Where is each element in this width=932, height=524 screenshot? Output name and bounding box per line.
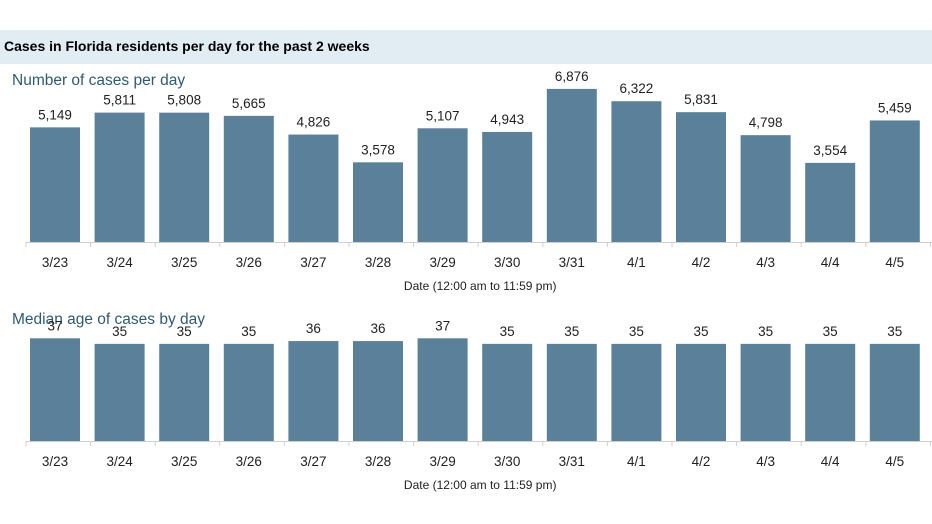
bar — [869, 120, 920, 242]
bar — [223, 115, 274, 242]
x-tick-label: 4/5 — [885, 454, 904, 469]
x-tick-label: 4/3 — [756, 454, 775, 469]
x-tick-label: 3/23 — [42, 454, 68, 469]
bar — [482, 131, 533, 242]
x-tick-label: 3/29 — [429, 255, 455, 270]
x-axis-title: Date (12:00 am to 11:59 pm) — [404, 279, 557, 293]
x-tick-label: 3/27 — [300, 255, 326, 270]
data-label: 5,831 — [684, 92, 718, 107]
x-tick-label: 4/3 — [756, 255, 775, 270]
data-label: 35 — [823, 324, 838, 339]
cases-per-day-chart: 5,149 3/23 5,811 3/24 5,808 3/25 5,665 3/26 4,82… — [25, 69, 932, 293]
data-label: 35 — [693, 324, 708, 339]
data-label: 5,808 — [167, 93, 201, 108]
bar — [30, 127, 80, 242]
x-tick-label: 3/30 — [494, 255, 520, 270]
x-tick-label: 3/23 — [42, 255, 68, 270]
bar — [159, 112, 210, 242]
data-label: 6,322 — [620, 81, 654, 96]
bar — [353, 341, 403, 441]
bar — [611, 343, 662, 441]
chart-1-title: Number of cases per day — [12, 72, 186, 89]
x-tick-label: 4/1 — [627, 454, 646, 469]
chart-2-title: Median age of cases by day — [12, 311, 206, 328]
x-tick-label: 3/26 — [236, 255, 262, 270]
bar — [805, 343, 856, 441]
bar — [546, 343, 597, 441]
bar — [869, 343, 920, 441]
bar — [482, 343, 533, 441]
data-label: 3,578 — [361, 142, 395, 157]
x-tick-label: 4/4 — [821, 454, 840, 469]
bar — [30, 338, 80, 441]
bar — [676, 112, 726, 243]
x-tick-label: 4/5 — [885, 255, 904, 270]
bar — [288, 341, 339, 441]
data-label: 6,876 — [555, 69, 589, 84]
data-label: 5,459 — [878, 100, 912, 115]
bar — [353, 162, 403, 242]
data-label: 37 — [47, 318, 62, 333]
data-label: 3,554 — [813, 143, 847, 158]
bar — [417, 128, 468, 242]
data-label: 5,665 — [232, 96, 266, 111]
x-axis-title: Date (12:00 am to 11:59 pm) — [404, 478, 557, 492]
data-label: 35 — [758, 324, 773, 339]
page-title: Cases in Florida residents per day for t… — [4, 38, 370, 54]
x-tick-label: 3/28 — [365, 255, 391, 270]
bar — [611, 101, 662, 242]
data-label: 5,149 — [38, 107, 72, 122]
x-tick-label: 3/31 — [559, 454, 585, 469]
x-tick-label: 3/28 — [365, 454, 391, 469]
x-tick-label: 4/4 — [821, 255, 840, 270]
x-tick-label: 4/2 — [692, 255, 711, 270]
bar — [417, 338, 468, 441]
data-label: 35 — [500, 324, 515, 339]
x-tick-label: 3/25 — [171, 255, 197, 270]
data-label: 4,826 — [297, 115, 331, 130]
bar — [805, 162, 856, 242]
bar — [740, 343, 791, 441]
data-label: 35 — [629, 324, 644, 339]
bar — [94, 343, 145, 441]
bar — [288, 134, 339, 242]
data-label: 35 — [564, 324, 579, 339]
data-label: 35 — [112, 324, 127, 339]
data-label: 36 — [306, 321, 321, 336]
data-label: 35 — [241, 324, 256, 339]
x-tick-label: 3/26 — [236, 454, 262, 469]
x-tick-label: 3/24 — [106, 255, 133, 270]
x-tick-label: 4/1 — [627, 255, 646, 270]
x-tick-label: 3/31 — [559, 255, 585, 270]
bar — [546, 88, 597, 242]
x-tick-label: 3/30 — [494, 454, 520, 469]
bar — [159, 343, 210, 441]
x-tick-label: 3/24 — [106, 454, 133, 469]
data-label: 36 — [370, 321, 385, 336]
x-tick-label: 3/25 — [171, 454, 197, 469]
bar — [740, 135, 791, 242]
bar — [223, 343, 274, 441]
data-label: 37 — [435, 318, 450, 333]
bar — [94, 112, 145, 242]
data-label: 4,943 — [490, 112, 524, 127]
data-label: 5,811 — [103, 93, 136, 108]
x-tick-label: 3/27 — [300, 454, 326, 469]
x-tick-label: 3/29 — [429, 454, 455, 469]
header-band — [0, 30, 932, 64]
data-label: 35 — [177, 324, 192, 339]
x-tick-label: 4/2 — [692, 454, 711, 469]
bar — [676, 343, 726, 441]
data-label: 5,107 — [426, 108, 460, 123]
data-label: 35 — [887, 324, 902, 339]
data-label: 4,798 — [749, 115, 783, 130]
